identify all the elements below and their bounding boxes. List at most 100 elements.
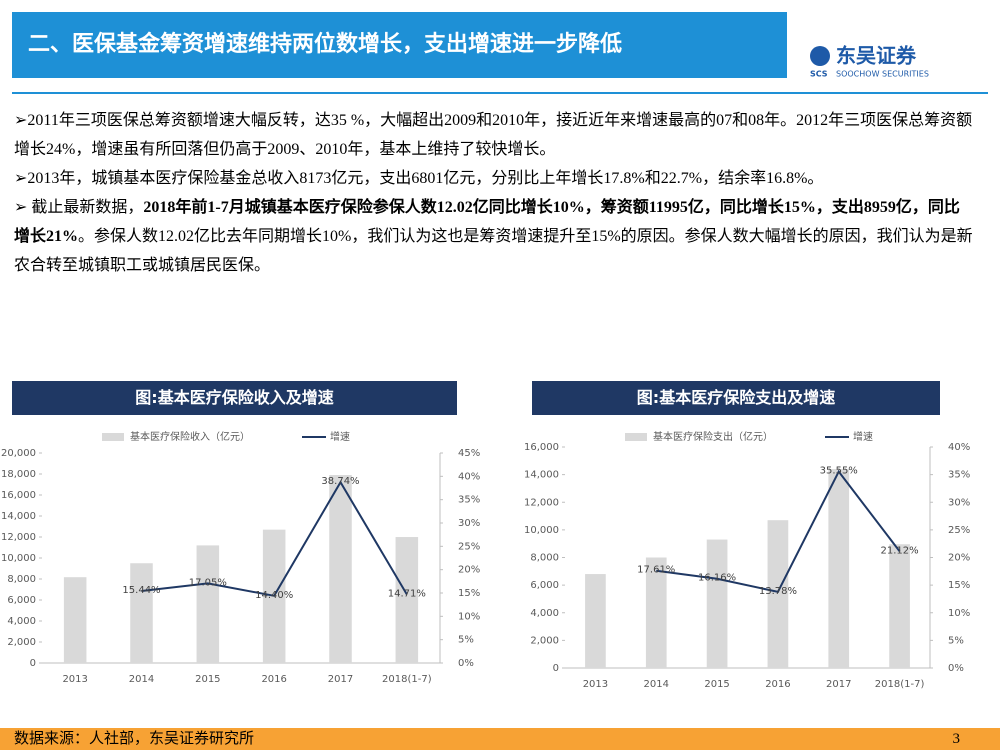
bar — [767, 520, 789, 668]
text-run: 。参保人数12.02亿比去年同期增长10%，我们认为这也是筹资增速提升至15%的… — [14, 228, 973, 274]
data-label: 14.71% — [388, 588, 426, 599]
bar — [329, 475, 352, 663]
text-run: ➢2013年，城镇基本医疗保险基金总收入8173亿元，支出6801亿元，分别比上… — [14, 170, 824, 187]
line — [141, 480, 408, 597]
bar — [395, 537, 419, 663]
legend-label: 基本医疗保险收入（亿元） — [130, 430, 250, 443]
chart-title: 图:基本医疗保险收入及增速 — [12, 381, 457, 415]
footer: 数据来源：人社部，东吴证券研究所 3 — [0, 728, 1000, 750]
legend-swatch — [625, 433, 647, 441]
y-tick-label: 2,000 — [7, 637, 36, 648]
chart-title: 图:基本医疗保险支出及增速 — [532, 381, 940, 415]
text-run: ➢2011年三项医保总筹资额增速大幅反转，达35 %，大幅超出2009和2010… — [14, 112, 973, 158]
data-label: 17.61% — [637, 565, 675, 576]
y2-tick-label: 15% — [948, 580, 970, 591]
logo: 东吴证券 SCS SOOCHOW SECURITIES — [810, 44, 929, 79]
x-tick-label: 2013 — [62, 674, 87, 685]
data-label: 16.16% — [698, 573, 736, 584]
y2-tick-label: 40% — [948, 442, 970, 453]
line — [656, 469, 901, 594]
y-tick-label: 10,000 — [1, 553, 36, 564]
x-tick-label: 2018(1-7) — [382, 674, 432, 685]
text-run: 2018年前1-7月城镇基本医疗保险参保人数12.02亿同比增长10%，筹资额1… — [14, 199, 960, 245]
y-tick-label: 2,000 — [530, 635, 559, 646]
logo-icon — [810, 46, 830, 66]
y-tick-label: 8,000 — [7, 574, 36, 585]
x-tick-label: 2016 — [765, 679, 790, 690]
y2-tick-label: 40% — [458, 471, 480, 482]
data-label: 21.12% — [881, 545, 919, 556]
data-label: 15.44% — [122, 585, 160, 596]
y2-tick-label: 20% — [458, 565, 480, 576]
divider — [12, 92, 988, 94]
y-tick-label: 14,000 — [1, 511, 36, 522]
y2-tick-label: 35% — [948, 470, 970, 481]
bar — [706, 539, 728, 668]
y-tick-label: 12,000 — [524, 497, 559, 508]
y2-tick-label: 15% — [458, 588, 480, 599]
y-tick-label: 6,000 — [530, 580, 559, 591]
y2-tick-label: 0% — [458, 658, 474, 669]
bar — [196, 545, 220, 663]
bar — [130, 563, 153, 663]
y2-tick-label: 0% — [948, 663, 964, 674]
y2-tick-label: 25% — [948, 525, 970, 536]
legend-swatch — [102, 433, 124, 441]
bar — [828, 469, 850, 668]
data-label: 38.74% — [321, 476, 359, 487]
y2-tick-label: 5% — [948, 635, 964, 646]
chart: 0 2,000 4,000 6,000 8,000 10,000 12,000 14,000 1… — [524, 430, 970, 690]
y-tick-label: 6,000 — [7, 595, 36, 606]
y-tick-label: 0 — [30, 658, 36, 669]
page-number: 3 — [952, 731, 961, 747]
bar — [645, 557, 667, 668]
data-label: 14.40% — [255, 590, 293, 601]
x-tick-label: 2013 — [583, 679, 608, 690]
x-tick-label: 2016 — [261, 674, 286, 685]
logo-text: 东吴证券 — [836, 44, 917, 68]
y-tick-label: 16,000 — [524, 442, 559, 453]
x-tick-label: 2018(1-7) — [875, 679, 925, 690]
paragraph: ➢2011年三项医保总筹资额增速大幅反转，达35 %，大幅超出2009和2010… — [14, 106, 974, 164]
bar — [585, 574, 606, 668]
body-text: ➢2011年三项医保总筹资额增速大幅反转，达35 %，大幅超出2009和2010… — [14, 106, 974, 280]
source: 数据来源：人社部，东吴证券研究所 — [14, 731, 255, 747]
y-tick-label: 8,000 — [530, 553, 559, 564]
data-label: 17.05% — [189, 577, 227, 588]
y2-tick-label: 10% — [948, 608, 970, 619]
logo-en: SOOCHOW SECURITIES — [836, 70, 929, 79]
legend-label: 增速 — [330, 430, 350, 443]
y-tick-label: 14,000 — [524, 470, 559, 481]
y2-tick-label: 25% — [458, 541, 480, 552]
header-title: 二、医保基金筹资增速维持两位数增长，支出增速进一步降低 — [12, 12, 787, 78]
y-tick-label: 0 — [553, 663, 559, 674]
y2-tick-label: 5% — [458, 635, 474, 646]
text-run: ➢ 截止最新数据， — [14, 199, 144, 216]
x-tick-label: 2014 — [644, 679, 669, 690]
y2-tick-label: 30% — [458, 518, 480, 529]
y-tick-label: 16,000 — [1, 490, 36, 501]
y-tick-label: 18,000 — [1, 469, 36, 480]
y-tick-label: 20,000 — [1, 448, 36, 459]
x-tick-label: 2015 — [704, 679, 729, 690]
x-tick-label: 2014 — [129, 674, 154, 685]
x-tick-label: 2015 — [195, 674, 220, 685]
y2-tick-label: 30% — [948, 497, 970, 508]
x-tick-label: 2017 — [826, 679, 851, 690]
legend-label: 增速 — [853, 430, 873, 443]
bar — [63, 577, 87, 663]
y-tick-label: 4,000 — [530, 608, 559, 619]
y2-tick-label: 20% — [948, 553, 970, 564]
legend-label: 基本医疗保险支出（亿元） — [653, 430, 773, 443]
y2-tick-label: 10% — [458, 611, 480, 622]
y-tick-label: 4,000 — [7, 616, 36, 627]
y2-tick-label: 35% — [458, 495, 480, 506]
chart: 0 2,000 4,000 6,000 8,000 10,000 12,000 14,000 1… — [1, 430, 480, 685]
y-tick-label: 10,000 — [524, 525, 559, 536]
y2-tick-label: 45% — [458, 448, 480, 459]
logo-mark: SCS — [810, 70, 828, 79]
x-tick-label: 2017 — [328, 674, 353, 685]
y-tick-label: 12,000 — [1, 532, 36, 543]
bar — [889, 544, 910, 668]
